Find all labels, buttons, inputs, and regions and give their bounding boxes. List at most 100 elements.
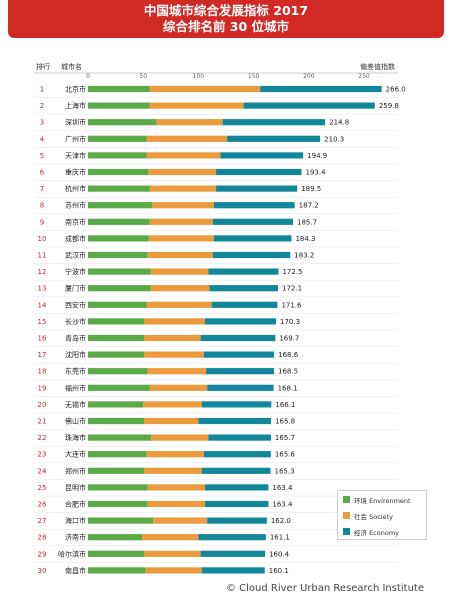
bar-segment [212, 218, 294, 225]
bar-segment [88, 451, 147, 458]
bar-segment [88, 500, 148, 508]
total-value-label: 165.8 [275, 418, 295, 426]
bar-segment [208, 268, 279, 275]
bar-segment [144, 351, 204, 358]
city-label: 成都市 [65, 234, 86, 243]
bar-segment [144, 334, 201, 342]
city-column-header: 城市名 [61, 62, 82, 71]
total-value-label: 169.7 [279, 335, 299, 343]
total-value-label: 183.2 [294, 252, 314, 260]
bar-segment [201, 401, 272, 408]
bar-segment [88, 235, 149, 242]
bar-segment [146, 301, 212, 308]
rank-label: 19 [38, 384, 47, 392]
rank-label: 24 [38, 467, 47, 475]
city-label: 宁波市 [65, 267, 86, 276]
bar-segment [216, 168, 302, 176]
bar-segment [200, 334, 276, 342]
city-label: 昆明市 [65, 483, 86, 492]
bar-segment [147, 251, 213, 259]
total-value-label: 165.7 [275, 434, 295, 442]
total-value-label: 266.0 [386, 86, 406, 94]
chart-subtitle: 综合排名前 30 位城市 [162, 19, 290, 34]
bar-segment [156, 119, 223, 126]
legend-label-environment: 环境 Environment [354, 496, 411, 505]
bar-segment [146, 451, 204, 458]
bar-segment [144, 318, 206, 325]
rank-label: 10 [38, 235, 47, 243]
city-label: 广州市 [65, 134, 86, 143]
bar-segment [213, 202, 295, 209]
bar-segment [150, 285, 210, 292]
total-value-label: 162.0 [271, 517, 291, 525]
bar-segment [147, 500, 206, 508]
bar-segment [142, 534, 199, 541]
bar-segment [88, 251, 148, 259]
bar-segment [149, 85, 261, 93]
total-value-label: 210.3 [324, 135, 344, 143]
total-value-label: 165.3 [274, 467, 294, 475]
total-value-label: 168.5 [278, 368, 298, 376]
total-value-label: 259.8 [379, 102, 399, 110]
x-tick-label: 0 [86, 73, 90, 80]
city-label: 大连市 [65, 450, 86, 459]
chart-title: 中国城市综合发展指标 2017 [143, 3, 309, 18]
bar-segment [150, 434, 209, 441]
x-tick-label: 200 [303, 73, 315, 80]
city-label: 东莞市 [65, 367, 86, 376]
city-label: 无锡市 [65, 400, 86, 409]
bar-segment [220, 152, 304, 159]
city-label: 合肥市 [65, 500, 86, 509]
total-value-label: 170.3 [280, 318, 300, 326]
city-label: 南京市 [65, 217, 86, 226]
bar-segment [88, 218, 150, 225]
bar-segment [146, 152, 221, 159]
city-label: 哈尔滨市 [58, 549, 86, 558]
bar-segment [243, 102, 375, 109]
bar-segment [88, 434, 151, 441]
city-label: 深圳市 [65, 118, 86, 127]
total-value-label: 184.3 [295, 235, 315, 243]
bar-segment [88, 368, 148, 375]
rank-label: 16 [38, 335, 47, 343]
rank-label: 28 [38, 534, 47, 542]
city-label: 南昌市 [65, 566, 86, 575]
city-label: 福州市 [65, 383, 86, 392]
total-value-label: 189.5 [301, 185, 321, 193]
total-value-label: 168.1 [278, 384, 298, 392]
bar-segment [88, 334, 145, 342]
rank-label: 26 [38, 501, 47, 509]
rank-label: 11 [38, 252, 47, 260]
bar-segment [144, 550, 201, 557]
bar-segment [88, 268, 151, 275]
rank-label: 23 [38, 451, 47, 459]
total-value-label: 187.2 [299, 202, 319, 210]
rank-label: 6 [40, 169, 45, 177]
bar-segment [149, 218, 213, 225]
bar-segment [208, 434, 271, 441]
legend-label-economy: 经济 Economy [354, 528, 399, 537]
bar-segment [143, 401, 202, 408]
bar-segment [88, 135, 147, 142]
bar-segment [88, 517, 154, 524]
bar-segment [207, 384, 274, 391]
bar-segment [200, 550, 266, 557]
city-label: 苏州市 [65, 201, 86, 210]
legend-swatch-economy [343, 528, 350, 535]
city-label: 厦门市 [65, 284, 86, 293]
bar-segment [88, 351, 145, 358]
bar-segment [148, 168, 217, 176]
bar-segment [88, 401, 144, 408]
total-value-label: 160.1 [269, 567, 289, 575]
city-label: 珠海市 [65, 433, 86, 442]
bar-segment [88, 202, 153, 209]
bar-segment [205, 318, 277, 325]
bar-segment [88, 102, 150, 109]
city-label: 沈阳市 [65, 350, 86, 359]
rank-label: 7 [40, 185, 44, 193]
legend-swatch-society [343, 512, 350, 519]
bar-segment [88, 467, 145, 474]
bar-segment [203, 451, 271, 458]
x-tick-label: 50 [139, 73, 147, 80]
